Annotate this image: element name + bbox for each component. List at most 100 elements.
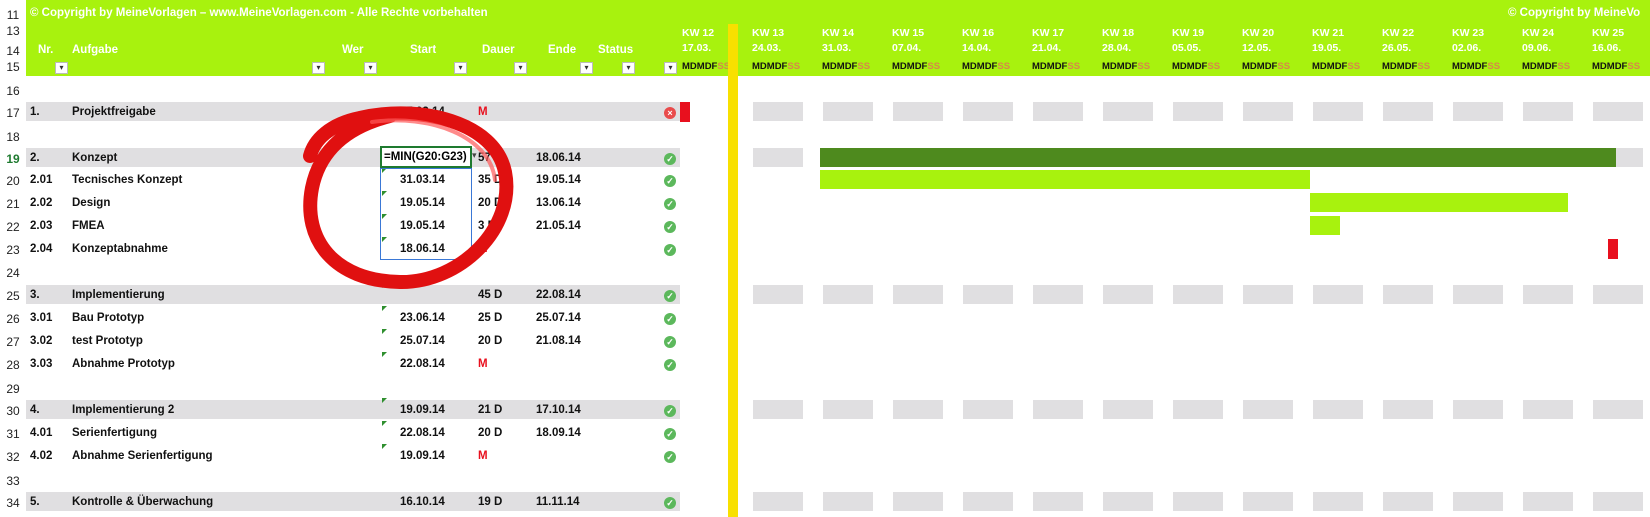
gantt-bar-design[interactable]	[1310, 193, 1568, 212]
task-start[interactable]: 16.10.14	[400, 496, 445, 508]
task-number[interactable]: 5.	[30, 496, 40, 508]
task-end[interactable]: 18.06.14	[536, 152, 581, 164]
row-number[interactable]: 20	[6, 174, 20, 188]
task-number[interactable]: 2.	[30, 152, 40, 164]
task-number[interactable]: 3.02	[30, 335, 53, 347]
filter-button-end[interactable]: ▾	[580, 62, 593, 74]
task-duration[interactable]: M	[478, 450, 488, 462]
row-number[interactable]: 33	[6, 474, 20, 488]
task-name[interactable]: Implementierung 2	[72, 404, 175, 416]
task-start[interactable]: 22.08.14	[400, 358, 445, 370]
row-number[interactable]: 32	[6, 450, 20, 464]
formula-cell-editor[interactable]: =MIN(G20:G23)	[380, 146, 472, 168]
task-name[interactable]: Konzeptabnahme	[72, 243, 168, 255]
task-name[interactable]: Bau Prototyp	[72, 312, 145, 324]
task-name[interactable]: Kontrolle & Überwachung	[72, 496, 214, 508]
task-name[interactable]: test Prototyp	[72, 335, 143, 347]
task-duration[interactable]: 19 D	[478, 496, 503, 508]
task-start[interactable]: 19.09.14	[400, 450, 445, 462]
task-name[interactable]: Abnahme Prototyp	[72, 358, 175, 370]
row-number[interactable]: 28	[6, 358, 20, 372]
row-number[interactable]: 24	[6, 266, 20, 280]
gantt-bar-technisches-konzept[interactable]	[820, 170, 1310, 189]
row-number[interactable]: 22	[6, 220, 20, 234]
task-number[interactable]: 3.03	[30, 358, 53, 370]
task-end[interactable]: 21.05.14	[536, 220, 581, 232]
task-number[interactable]: 2.04	[30, 243, 53, 255]
task-duration[interactable]: M	[478, 358, 488, 370]
task-name[interactable]: Implementierung	[72, 289, 165, 301]
task-duration[interactable]: 20 D	[478, 197, 503, 209]
task-end[interactable]: 25.07.14	[536, 312, 581, 324]
filter-button-start[interactable]: ▾	[454, 62, 467, 74]
task-number[interactable]: 4.	[30, 404, 40, 416]
task-name[interactable]: FMEA	[72, 220, 105, 232]
week-start-date: 17.03.	[682, 42, 712, 54]
row-number[interactable]: 21	[6, 197, 20, 211]
row-number[interactable]: 34	[6, 496, 20, 510]
task-end[interactable]: 22.08.14	[536, 289, 581, 301]
task-name[interactable]: Serienfertigung	[72, 427, 157, 439]
task-number[interactable]: 3.	[30, 289, 40, 301]
filter-button-who[interactable]: ▾	[364, 62, 377, 74]
task-number[interactable]: 4.02	[30, 450, 53, 462]
row-number[interactable]: 23	[6, 243, 20, 257]
task-number[interactable]: 1.	[30, 106, 40, 118]
task-number[interactable]: 2.01	[30, 174, 53, 186]
task-end[interactable]: 11.11.14	[536, 496, 580, 508]
task-end[interactable]: 21.08.14	[536, 335, 581, 347]
task-duration[interactable]: 45 D	[478, 289, 503, 301]
task-start[interactable]: 18.06.14	[400, 243, 445, 255]
group-week-block	[1033, 102, 1083, 121]
row-number[interactable]: 31	[6, 427, 20, 441]
task-number[interactable]: 2.02	[30, 197, 53, 209]
task-number[interactable]: 2.03	[30, 220, 53, 232]
row-number[interactable]: 16	[6, 84, 20, 98]
task-duration[interactable]: M	[478, 106, 488, 118]
task-end[interactable]: 17.10.14	[536, 404, 581, 416]
task-name[interactable]: Design	[72, 197, 111, 209]
row-number[interactable]: 18	[6, 130, 20, 144]
filter-button-task[interactable]: ▾	[312, 62, 325, 74]
task-start[interactable]: 19.05.14	[400, 197, 445, 209]
task-start[interactable]: 19.05.14	[400, 220, 445, 232]
row-number[interactable]: 26	[6, 312, 20, 326]
task-number[interactable]: 4.01	[30, 427, 53, 439]
task-duration[interactable]: 20 D	[478, 335, 503, 347]
task-name[interactable]: Projektfreigabe	[72, 106, 156, 118]
formula-dropdown-icon[interactable]: ▾	[472, 150, 477, 160]
task-duration[interactable]: 25 D	[478, 312, 503, 324]
task-name[interactable]: Abnahme Serienfertigung	[72, 450, 213, 462]
task-name[interactable]: Tecnisches Konzept	[72, 174, 183, 186]
task-number[interactable]: 3.01	[30, 312, 53, 324]
row-number[interactable]: 25	[6, 289, 20, 303]
gantt-bar-konzept[interactable]	[820, 148, 1616, 167]
row-number[interactable]: 19	[6, 152, 20, 166]
row-number[interactable]: 30	[6, 404, 20, 418]
task-start[interactable]: 23.06.14	[400, 312, 445, 324]
row-number[interactable]: 15	[6, 60, 20, 74]
milestone-projektfreigabe[interactable]	[680, 102, 690, 122]
filter-button-status[interactable]: ▾	[622, 62, 635, 74]
row-number[interactable]: 14	[6, 44, 20, 58]
milestone-konzeptabnahme[interactable]	[1608, 239, 1618, 259]
row-number[interactable]: 29	[6, 382, 20, 396]
task-start[interactable]: 22.08.14	[400, 427, 445, 439]
row-number[interactable]: 17	[6, 106, 20, 120]
task-name[interactable]: Konzept	[72, 152, 118, 164]
row-number[interactable]: 27	[6, 335, 20, 349]
filter-button-duration[interactable]: ▾	[514, 62, 527, 74]
task-end[interactable]: 18.09.14	[536, 427, 581, 439]
filter-button-nr[interactable]: ▾	[55, 62, 68, 74]
gantt-bar-fmea[interactable]	[1310, 216, 1340, 235]
task-start[interactable]: 31.03.14	[400, 174, 445, 186]
task-end[interactable]: 19.05.14	[536, 174, 581, 186]
task-end[interactable]: 13.06.14	[536, 197, 581, 209]
task-start[interactable]: 19.09.14	[400, 404, 445, 416]
row-number[interactable]: 13	[6, 24, 20, 38]
row-number[interactable]: 11	[6, 8, 20, 22]
task-duration[interactable]: 21 D	[478, 404, 503, 416]
task-duration[interactable]: 20 D	[478, 427, 503, 439]
filter-button-gantt[interactable]: ▾	[664, 62, 677, 74]
task-start[interactable]: 25.07.14	[400, 335, 445, 347]
